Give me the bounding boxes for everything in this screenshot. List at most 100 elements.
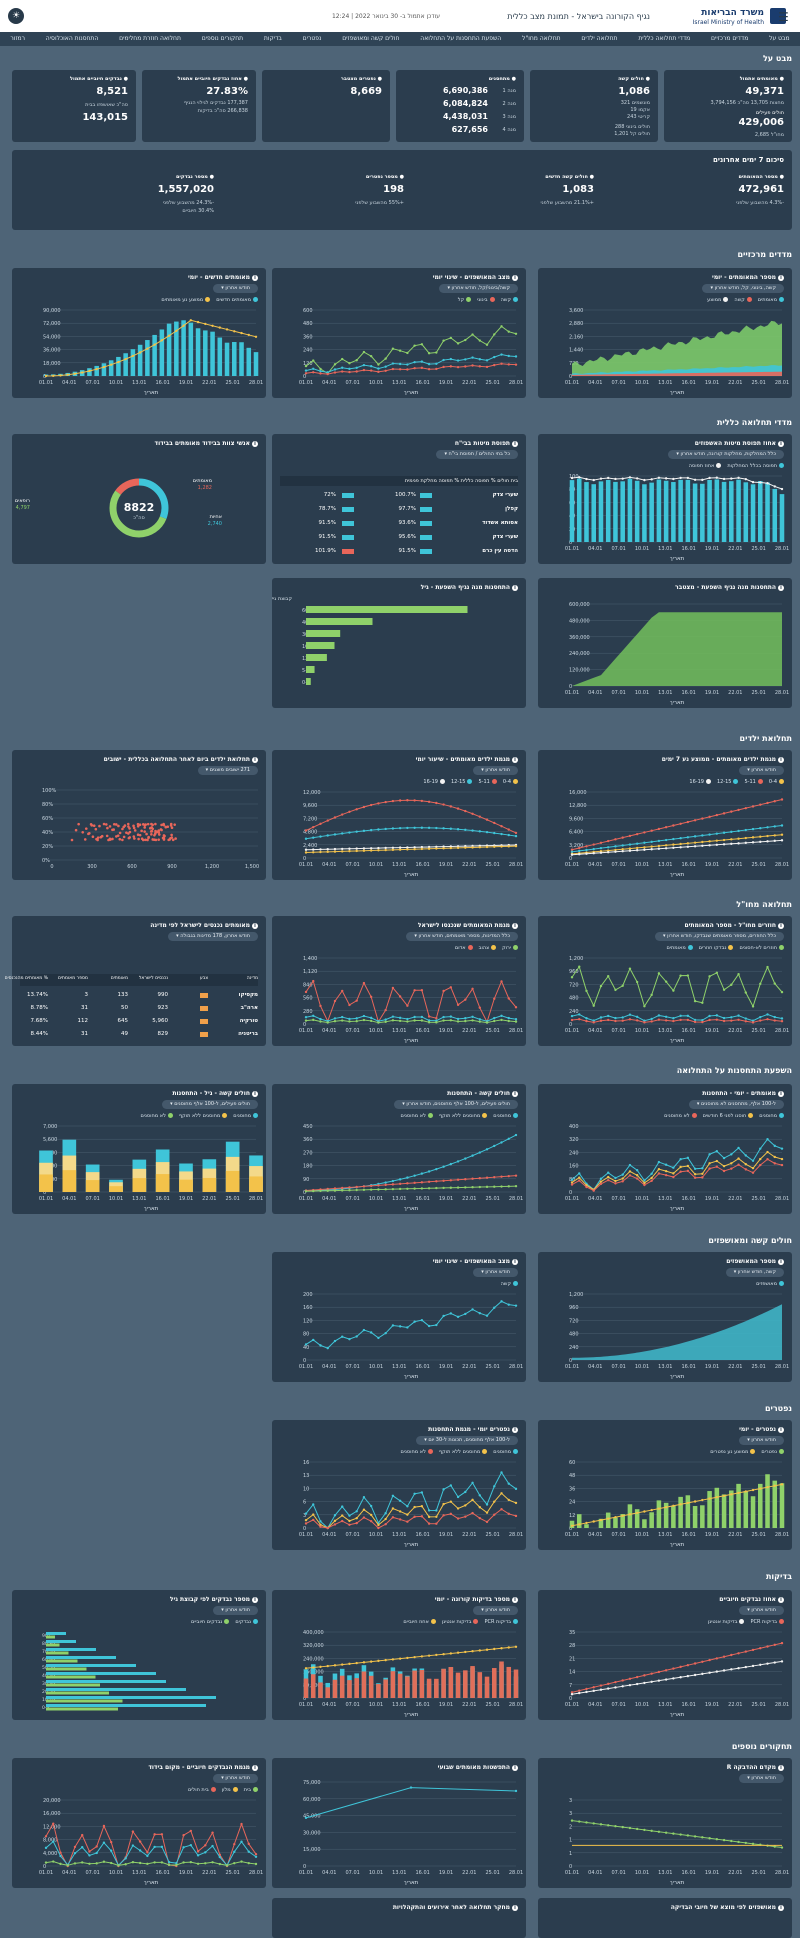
info-icon[interactable]: i: [512, 275, 518, 281]
legend-item[interactable]: תפוסה בכלל המחלקות: [727, 463, 784, 469]
info-icon[interactable]: i: [778, 441, 784, 447]
legend-item[interactable]: 12-15: [717, 779, 739, 785]
filter-select[interactable]: קשה, בינוני, קל, חודש אחרון ▾: [702, 284, 784, 293]
info-icon[interactable]: i: [778, 757, 784, 763]
info-icon[interactable]: i: [252, 441, 258, 447]
legend-item[interactable]: קשה: [501, 297, 518, 303]
info-icon[interactable]: i: [512, 1091, 518, 1097]
nav-item[interactable]: התחסנות האוכלוסיה: [45, 35, 99, 42]
info-icon[interactable]: i: [778, 923, 784, 929]
legend-item[interactable]: לא מחוסנים: [400, 1449, 433, 1455]
info-icon[interactable]: i: [512, 441, 518, 447]
info-icon[interactable]: i: [512, 1905, 518, 1911]
legend-item[interactable]: 0-4: [503, 779, 518, 785]
filter-select[interactable]: ל-100 אלף מחוסנים, תכונות ל-30 יום ▾: [416, 1436, 518, 1445]
legend-item[interactable]: אדום: [455, 945, 473, 951]
info-icon[interactable]: i: [778, 1427, 784, 1433]
nav-item[interactable]: מדדי תחלואה כללית: [638, 35, 691, 42]
legend-item[interactable]: בינוני: [477, 297, 495, 303]
sun-icon[interactable]: ☀: [8, 8, 24, 24]
legend-item[interactable]: חוזרים לא-חסונים: [739, 945, 784, 951]
filter-select[interactable]: חודש אחרון ▾: [213, 1606, 258, 1615]
info-icon[interactable]: i: [252, 1597, 258, 1603]
info-icon[interactable]: i: [512, 1259, 518, 1265]
legend-item[interactable]: קשה: [501, 1281, 518, 1287]
legend-item[interactable]: מלון: [222, 1787, 238, 1793]
legend-item[interactable]: בדיקות PCR: [484, 1619, 518, 1625]
legend-item[interactable]: אחוז חיוביים: [403, 1619, 436, 1625]
legend-item[interactable]: בדיקות אנטיגן: [442, 1619, 479, 1625]
info-icon[interactable]: i: [512, 1765, 518, 1771]
legend-item[interactable]: בית: [244, 1787, 258, 1793]
filter-select[interactable]: כלל המחלקות, מחלקות קורונה, חודש אחרון ▾: [668, 450, 784, 459]
legend-item[interactable]: ירוק: [502, 945, 518, 951]
legend-item[interactable]: 0-4: [769, 779, 784, 785]
filter-select[interactable]: חודש אחרון ▾: [213, 1774, 258, 1783]
filter-select[interactable]: כל בתי החולים / תפוסת בי"ח ▾: [436, 450, 518, 459]
legend-item[interactable]: לא מחוסנים: [400, 1113, 433, 1119]
filter-select[interactable]: כלל החוזרים, מספר מאומתים שנבדקו, חודש א…: [655, 932, 784, 941]
nav-item[interactable]: מבט על: [769, 35, 790, 42]
info-icon[interactable]: i: [778, 585, 784, 591]
legend-item[interactable]: קשה: [734, 297, 752, 303]
filter-select[interactable]: חודש אחרון ▾: [739, 1436, 784, 1445]
info-icon[interactable]: i: [512, 585, 518, 591]
info-icon[interactable]: i: [778, 1905, 784, 1911]
legend-item[interactable]: מחוסנים: [493, 1449, 518, 1455]
info-icon[interactable]: i: [778, 1597, 784, 1603]
filter-select[interactable]: חודש אחרון ▾: [739, 1774, 784, 1783]
info-icon[interactable]: i: [252, 1765, 258, 1771]
legend-item[interactable]: בדיקות אנטיגן: [708, 1619, 745, 1625]
legend-item[interactable]: קל: [458, 297, 472, 303]
info-icon[interactable]: i: [512, 757, 518, 763]
info-icon[interactable]: i: [512, 1427, 518, 1433]
info-icon[interactable]: i: [778, 1765, 784, 1771]
legend-item[interactable]: מאומתים חדשים: [216, 297, 258, 303]
legend-item[interactable]: מאומתים: [758, 297, 784, 303]
filter-select[interactable]: ל-100 אלף, מתחסנים לא מחוסנים ▾: [688, 1100, 784, 1109]
legend-item[interactable]: 5-11: [478, 779, 497, 785]
legend-item[interactable]: צהוב: [479, 945, 497, 951]
filter-select[interactable]: חודש אחרון ▾: [473, 1606, 518, 1615]
legend-item[interactable]: מחוסנים ללא תוקף: [179, 1113, 228, 1119]
legend-item[interactable]: נבדקים חיוביים: [191, 1619, 230, 1625]
info-icon[interactable]: i: [252, 757, 258, 763]
info-icon[interactable]: i: [252, 1091, 258, 1097]
legend-item[interactable]: ממוצע: [707, 297, 729, 303]
legend-item[interactable]: מחוסנים: [759, 1113, 784, 1119]
info-icon[interactable]: i: [512, 1597, 518, 1603]
legend-item[interactable]: מחוסנים ללא תוקף: [439, 1449, 488, 1455]
filter-select[interactable]: חודש אחרון ▾: [739, 766, 784, 775]
nav-item[interactable]: חולים קשה ומאושפזים: [342, 35, 400, 42]
nav-item[interactable]: תחלואה מחו"ל: [522, 35, 561, 42]
nav-item[interactable]: השפעת התחסנות על התחלואה: [420, 35, 502, 42]
info-icon[interactable]: i: [252, 275, 258, 281]
nav-item[interactable]: נפטרים: [302, 35, 322, 42]
legend-item[interactable]: חוסנו לפני 6 חודשים: [703, 1113, 754, 1119]
nav-item[interactable]: תחלואה חוזרת מחלימים: [119, 35, 181, 42]
legend-item[interactable]: ממוצע נע נפטרים: [710, 1449, 756, 1455]
filter-select[interactable]: חולים פעילים, ל-100 אלף מחוסנים ▾: [162, 1100, 258, 1109]
info-icon[interactable]: i: [778, 1259, 784, 1265]
legend-item[interactable]: 5-11: [744, 779, 763, 785]
legend-item[interactable]: בית חולים: [188, 1787, 216, 1793]
filter-select[interactable]: כלל המדינות, מספר מאומתים, חודש אחרון ▾: [406, 932, 518, 941]
filter-select[interactable]: חודש אחרון ▾: [473, 1268, 518, 1277]
nav-item[interactable]: תחקורים נוספים: [201, 35, 244, 42]
info-icon[interactable]: i: [778, 1091, 784, 1097]
legend-item[interactable]: 16-19: [689, 779, 711, 785]
legend-item[interactable]: 16-19: [423, 779, 445, 785]
hamburger-icon[interactable]: ☰: [778, 10, 789, 24]
legend-item[interactable]: אחוז תפוסה: [689, 463, 722, 469]
nav-item[interactable]: מדדים מרכזיים: [711, 35, 749, 42]
filter-select[interactable]: קשה, חודש אחרון ▾: [725, 1268, 784, 1277]
legend-item[interactable]: מחוסנים: [493, 1113, 518, 1119]
filter-select[interactable]: חודש אחרון ▾: [473, 766, 518, 775]
nav-item[interactable]: רמזור: [10, 35, 25, 42]
filter-select[interactable]: חודש אחרון, 178 מדינות בגבולה ▾: [168, 932, 258, 941]
info-icon[interactable]: i: [778, 275, 784, 281]
legend-item[interactable]: מאושפזים: [756, 1281, 784, 1287]
filter-select[interactable]: חודש אחרון ▾: [213, 284, 258, 293]
legend-item[interactable]: נבדקים: [235, 1619, 258, 1625]
legend-item[interactable]: לא מחוסנים: [664, 1113, 697, 1119]
